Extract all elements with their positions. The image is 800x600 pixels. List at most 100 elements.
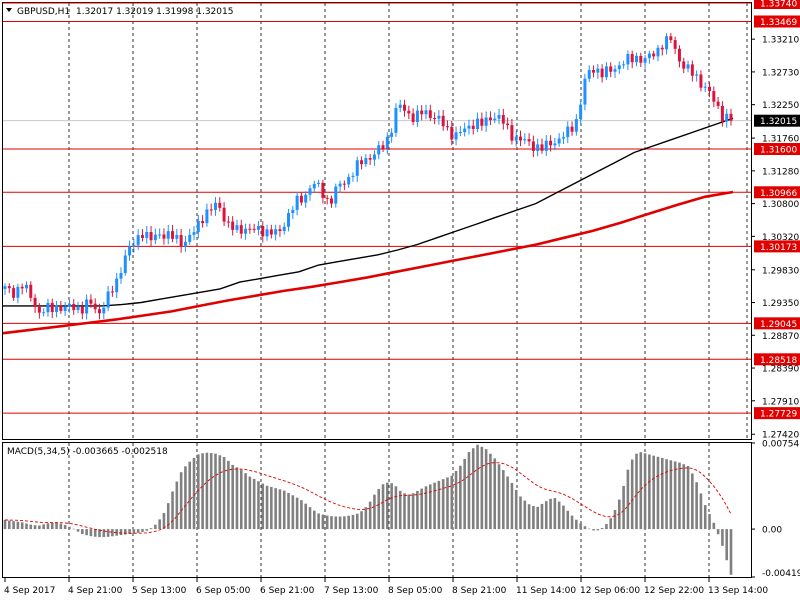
candle-body bbox=[514, 136, 518, 141]
macd-bar bbox=[583, 526, 587, 530]
candle-body bbox=[372, 154, 376, 160]
candle-body bbox=[24, 284, 28, 289]
macd-bar bbox=[162, 512, 166, 530]
macd-bar bbox=[197, 454, 200, 530]
candle-body bbox=[347, 177, 351, 185]
candle-body bbox=[377, 145, 381, 155]
candle-body bbox=[570, 126, 574, 132]
macd-bar bbox=[527, 504, 531, 530]
candle-body bbox=[720, 105, 724, 122]
candle-body bbox=[102, 307, 106, 314]
candle-body bbox=[604, 66, 608, 78]
candle-body bbox=[527, 139, 531, 142]
time-tick-label: 11 Sep 14:00 bbox=[516, 586, 576, 596]
triangle-down-icon[interactable] bbox=[6, 8, 12, 12]
candle-body bbox=[149, 232, 153, 241]
price-tick-label: 1.29830 bbox=[762, 266, 799, 276]
candle-body bbox=[183, 241, 187, 247]
candle-body bbox=[553, 143, 557, 146]
level-label-bg bbox=[754, 353, 800, 366]
macd-bar bbox=[613, 510, 617, 530]
candle-body bbox=[72, 303, 76, 311]
candle-body bbox=[497, 115, 501, 119]
macd-tick-label: -0.004195 bbox=[762, 569, 800, 579]
candle-body bbox=[566, 126, 570, 138]
macd-bar bbox=[514, 489, 518, 530]
candle-body bbox=[501, 115, 505, 124]
macd-bar bbox=[235, 467, 239, 530]
candle-body bbox=[128, 246, 132, 256]
macd-bar bbox=[523, 500, 527, 530]
macd-bar bbox=[712, 522, 716, 530]
macd-bar bbox=[201, 453, 204, 530]
candle-body bbox=[682, 61, 686, 69]
time-tick-label: 12 Sep 06:00 bbox=[580, 586, 640, 596]
macd-bar bbox=[532, 506, 535, 530]
candle-body bbox=[175, 235, 179, 239]
vertical-grid bbox=[68, 3, 748, 577]
candle-body bbox=[351, 175, 355, 178]
macd-bar bbox=[703, 505, 707, 530]
macd-bar bbox=[270, 486, 273, 530]
candle-body bbox=[153, 234, 157, 241]
candle-body bbox=[334, 186, 338, 204]
macd-bar bbox=[295, 497, 299, 530]
macd-bar bbox=[609, 518, 613, 530]
candle-body bbox=[544, 140, 548, 151]
macd-bar bbox=[128, 529, 131, 534]
macd-bar bbox=[338, 516, 342, 530]
candle-body bbox=[415, 110, 419, 123]
macd-bar bbox=[282, 490, 286, 530]
level-label-bg bbox=[754, 407, 800, 420]
macd-bar bbox=[536, 506, 539, 530]
candle-body bbox=[445, 126, 449, 128]
macd-bar bbox=[334, 516, 338, 530]
candle-body bbox=[703, 86, 707, 88]
candle-body bbox=[106, 291, 110, 308]
candle-body bbox=[587, 70, 591, 79]
candle-body bbox=[355, 160, 359, 176]
time-tick-label: 6 Sep 21:00 bbox=[260, 586, 315, 596]
price-tick-label: 1.27910 bbox=[762, 397, 799, 407]
macd-bar bbox=[682, 464, 686, 530]
candle-body bbox=[80, 306, 84, 314]
macd-bar bbox=[665, 459, 668, 530]
macd-bar bbox=[626, 469, 630, 530]
time-tick-label: 6 Sep 05:00 bbox=[196, 586, 251, 596]
macd-bar bbox=[175, 481, 179, 530]
macd-bar bbox=[360, 511, 363, 530]
candle-body bbox=[428, 110, 432, 118]
macd-bar bbox=[55, 522, 58, 530]
candle-body bbox=[278, 229, 282, 231]
macd-bar bbox=[325, 515, 329, 530]
candle-body bbox=[454, 132, 458, 140]
macd-bar bbox=[16, 521, 20, 530]
macd-pane-frame bbox=[2, 442, 752, 578]
candle-body bbox=[583, 78, 587, 105]
level-label-bg bbox=[754, 317, 800, 330]
macd-bar bbox=[557, 501, 561, 530]
macd-bar bbox=[179, 472, 183, 530]
macd-bar bbox=[20, 522, 24, 530]
price-tick-label: 1.28390 bbox=[762, 365, 799, 375]
macd-bar bbox=[411, 493, 415, 530]
candle-body bbox=[231, 221, 235, 230]
macd-bar bbox=[630, 459, 634, 530]
candle-body bbox=[699, 74, 703, 88]
macd-bar bbox=[570, 515, 574, 530]
macd-bar bbox=[497, 464, 501, 530]
macd-bar bbox=[592, 529, 595, 531]
candle-body bbox=[304, 194, 308, 203]
macd-bar bbox=[38, 525, 41, 530]
macd-bar bbox=[450, 475, 454, 530]
candle-body bbox=[596, 68, 600, 73]
price-tick-label: 1.29350 bbox=[762, 299, 799, 309]
macd-bar bbox=[231, 464, 234, 530]
candle-body bbox=[364, 158, 368, 165]
macd-bar bbox=[467, 452, 471, 530]
macd-bar bbox=[123, 529, 127, 535]
candle-body bbox=[712, 91, 716, 102]
candle-body bbox=[484, 117, 488, 126]
candle-body bbox=[360, 160, 364, 165]
